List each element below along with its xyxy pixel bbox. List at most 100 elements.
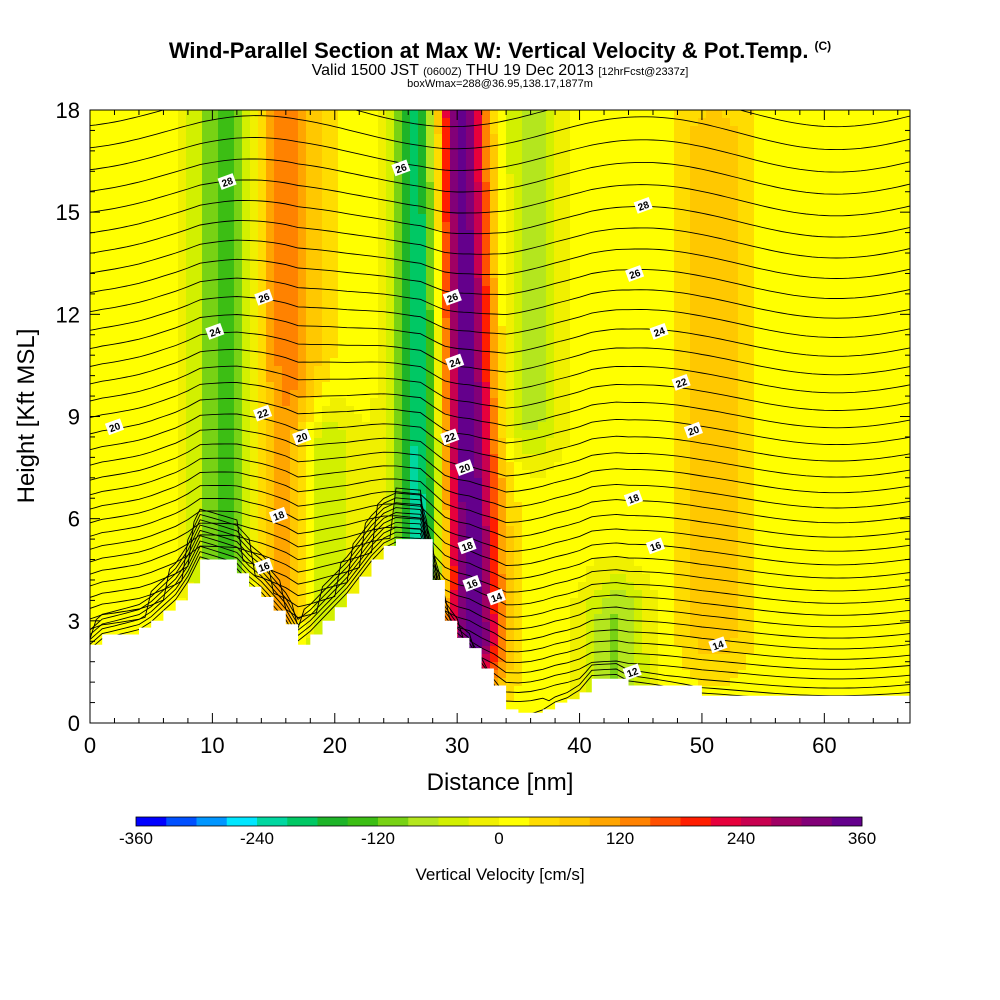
velocity-cell xyxy=(474,430,483,439)
velocity-cell xyxy=(114,430,123,439)
velocity-cell xyxy=(298,342,307,351)
velocity-cell xyxy=(554,686,563,695)
velocity-cell xyxy=(322,494,331,503)
velocity-cell xyxy=(322,174,331,183)
velocity-cell xyxy=(210,438,219,447)
velocity-cell xyxy=(354,414,363,423)
velocity-cell xyxy=(482,342,491,351)
velocity-cell xyxy=(466,390,475,399)
velocity-cell xyxy=(530,422,539,431)
velocity-cell xyxy=(258,502,267,511)
velocity-cell xyxy=(90,430,99,439)
velocity-cell xyxy=(506,214,515,223)
velocity-cell xyxy=(90,262,99,271)
velocity-cell xyxy=(162,510,171,519)
velocity-cell xyxy=(290,174,299,183)
velocity-cell xyxy=(122,510,131,519)
velocity-cell xyxy=(306,286,315,295)
velocity-cell xyxy=(98,310,107,319)
velocity-cell xyxy=(562,686,571,695)
velocity-cell xyxy=(394,222,403,231)
velocity-cell xyxy=(498,110,507,119)
velocity-cell xyxy=(242,342,251,351)
velocity-cell xyxy=(466,190,475,199)
velocity-cell xyxy=(570,334,579,343)
velocity-cell xyxy=(346,110,355,119)
velocity-cell xyxy=(426,150,435,159)
velocity-cell xyxy=(554,382,563,391)
velocity-cell xyxy=(258,134,267,143)
velocity-cell xyxy=(402,286,411,295)
velocity-cell xyxy=(466,622,475,631)
velocity-cell xyxy=(258,374,267,383)
velocity-cell xyxy=(322,558,331,567)
velocity-cell xyxy=(482,118,491,127)
velocity-cell xyxy=(442,454,451,463)
velocity-cell xyxy=(322,166,331,175)
velocity-cell xyxy=(570,438,579,447)
velocity-cell xyxy=(194,542,203,551)
velocity-cell xyxy=(450,382,459,391)
velocity-cell xyxy=(186,110,195,119)
velocity-cell xyxy=(194,390,203,399)
velocity-cell xyxy=(458,494,467,503)
velocity-cell xyxy=(330,462,339,471)
velocity-cell xyxy=(322,470,331,479)
velocity-cell xyxy=(378,478,387,487)
velocity-cell xyxy=(242,270,251,279)
velocity-cell xyxy=(170,366,179,375)
velocity-cell xyxy=(130,222,139,231)
velocity-cell xyxy=(210,222,219,231)
velocity-cell xyxy=(90,502,99,511)
velocity-cell xyxy=(562,310,571,319)
velocity-cell xyxy=(458,294,467,303)
velocity-cell xyxy=(202,366,211,375)
velocity-cell xyxy=(602,206,611,215)
velocity-cell xyxy=(218,222,227,231)
velocity-cell xyxy=(178,494,187,503)
velocity-cell xyxy=(306,190,315,199)
velocity-cell xyxy=(562,510,571,519)
velocity-cell xyxy=(354,382,363,391)
velocity-cell xyxy=(458,190,467,199)
velocity-cell xyxy=(306,278,315,287)
velocity-cell xyxy=(546,646,555,655)
velocity-cell xyxy=(594,158,603,167)
velocity-cell xyxy=(362,214,371,223)
velocity-cell xyxy=(378,278,387,287)
velocity-cell xyxy=(434,430,443,439)
velocity-cell xyxy=(410,438,419,447)
velocity-cell xyxy=(234,374,243,383)
velocity-cell xyxy=(506,166,515,175)
velocity-cell xyxy=(362,254,371,263)
velocity-cell xyxy=(474,286,483,295)
velocity-cell xyxy=(154,166,163,175)
velocity-cell xyxy=(266,414,275,423)
velocity-cell xyxy=(410,206,419,215)
velocity-cell xyxy=(242,174,251,183)
velocity-cell xyxy=(218,310,227,319)
velocity-cell xyxy=(394,150,403,159)
velocity-cell xyxy=(418,446,427,455)
velocity-cell xyxy=(418,350,427,359)
velocity-cell xyxy=(298,310,307,319)
box-info: boxWmax=288@36.95,138.17,1877m xyxy=(407,78,593,90)
velocity-cell xyxy=(306,302,315,311)
velocity-cell xyxy=(170,382,179,391)
velocity-cell xyxy=(226,534,235,543)
velocity-cell xyxy=(506,526,515,535)
velocity-cell xyxy=(154,174,163,183)
velocity-cell xyxy=(506,366,515,375)
velocity-cell xyxy=(538,350,547,359)
velocity-cell xyxy=(282,326,291,335)
velocity-cell xyxy=(594,398,603,407)
velocity-cell xyxy=(458,422,467,431)
velocity-cell xyxy=(154,526,163,535)
velocity-cell xyxy=(506,238,515,247)
velocity-cell xyxy=(570,230,579,239)
velocity-cell xyxy=(586,518,595,527)
velocity-cell xyxy=(378,454,387,463)
velocity-cell xyxy=(442,254,451,263)
velocity-cell xyxy=(370,198,379,207)
velocity-cell xyxy=(602,526,611,535)
